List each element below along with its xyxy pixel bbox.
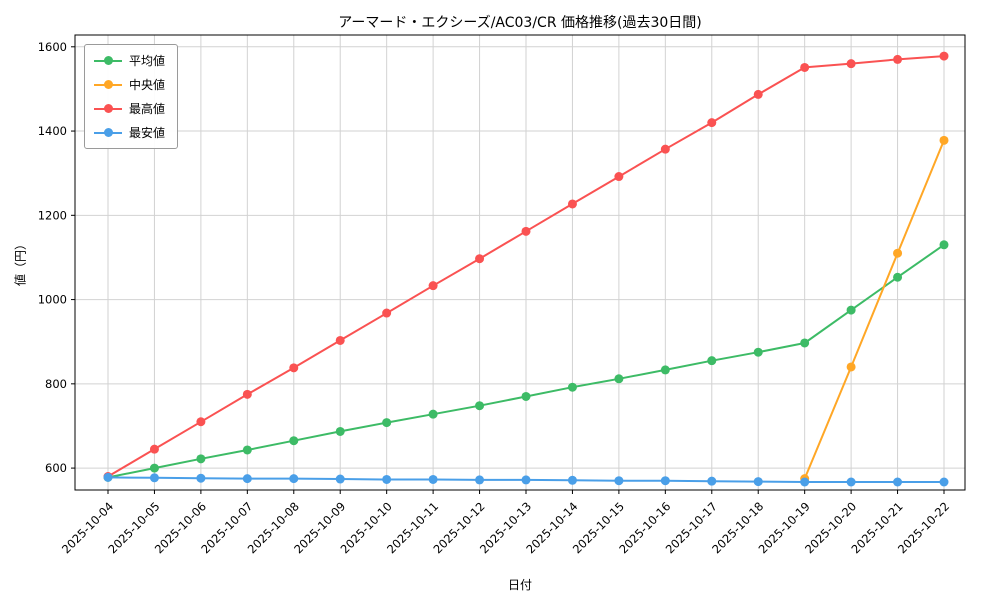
average-series-marker-icon bbox=[94, 56, 122, 65]
data-point-marker bbox=[939, 240, 949, 250]
data-point-marker bbox=[893, 477, 903, 487]
data-point-marker bbox=[196, 473, 206, 483]
data-point-marker bbox=[521, 391, 531, 401]
data-point-marker bbox=[242, 474, 252, 484]
data-point-marker bbox=[753, 89, 763, 99]
median-series-marker-icon bbox=[94, 80, 122, 89]
data-point-marker bbox=[475, 475, 485, 485]
legend-item-max: 最高値 bbox=[94, 100, 165, 117]
data-point-marker bbox=[149, 444, 159, 454]
data-point-marker bbox=[660, 365, 670, 375]
data-point-marker bbox=[939, 51, 949, 61]
data-point-marker bbox=[800, 338, 810, 348]
data-point-marker bbox=[939, 477, 949, 487]
y-tick-label: 1000 bbox=[38, 293, 67, 307]
data-point-marker bbox=[800, 477, 810, 487]
legend-label-average: 平均値 bbox=[129, 54, 166, 68]
y-tick-label: 1600 bbox=[38, 40, 67, 54]
data-point-marker bbox=[289, 436, 299, 446]
data-point-marker bbox=[242, 445, 252, 455]
y-tick-label: 800 bbox=[45, 377, 67, 391]
data-point-marker bbox=[196, 454, 206, 464]
data-point-marker bbox=[893, 248, 903, 258]
series-line bbox=[803, 139, 945, 479]
y-tick-label: 1400 bbox=[38, 124, 67, 138]
data-point-marker bbox=[614, 476, 624, 486]
data-point-marker bbox=[753, 477, 763, 487]
data-point-marker bbox=[567, 475, 577, 485]
data-point-marker bbox=[707, 118, 717, 128]
data-point-marker bbox=[521, 226, 531, 236]
data-point-marker bbox=[614, 172, 624, 182]
legend-item-median: 中央値 bbox=[94, 76, 165, 93]
data-point-marker bbox=[382, 308, 392, 318]
legend-item-average: 平均値 bbox=[94, 52, 165, 69]
data-point-marker bbox=[475, 254, 485, 264]
data-point-marker bbox=[428, 409, 438, 419]
data-point-marker bbox=[103, 472, 113, 482]
data-point-marker bbox=[196, 417, 206, 427]
data-point-marker bbox=[846, 305, 856, 315]
data-point-marker bbox=[335, 426, 345, 436]
min-series-marker-icon bbox=[94, 128, 122, 137]
data-point-marker bbox=[428, 281, 438, 291]
data-point-marker bbox=[614, 374, 624, 384]
data-point-marker bbox=[567, 199, 577, 209]
data-point-marker bbox=[475, 401, 485, 411]
data-point-marker bbox=[893, 54, 903, 64]
data-point-marker bbox=[149, 463, 159, 473]
data-point-marker bbox=[382, 474, 392, 484]
data-point-marker bbox=[707, 356, 717, 366]
data-point-marker bbox=[800, 62, 810, 72]
data-point-marker bbox=[660, 476, 670, 486]
data-point-marker bbox=[846, 362, 856, 372]
y-tick-label: 1200 bbox=[38, 208, 67, 222]
data-point-marker bbox=[428, 474, 438, 484]
chart-title: アーマード・エクシーズ/AC03/CR 価格推移(過去30日間) bbox=[338, 15, 702, 31]
data-point-marker bbox=[335, 335, 345, 345]
data-point-marker bbox=[660, 144, 670, 154]
y-tick-label: 600 bbox=[45, 461, 67, 475]
x-axis-label: 日付 bbox=[507, 578, 532, 592]
data-point-marker bbox=[567, 382, 577, 392]
legend: 平均値 中央値 最高値 最安値 bbox=[84, 44, 179, 149]
legend-label-median: 中央値 bbox=[129, 78, 166, 92]
data-point-marker bbox=[382, 418, 392, 428]
data-point-marker bbox=[753, 347, 763, 357]
data-point-marker bbox=[335, 474, 345, 484]
data-point-marker bbox=[939, 135, 949, 145]
data-point-marker bbox=[289, 474, 299, 484]
max-series-marker-icon bbox=[94, 104, 122, 113]
y-axis-label: 値（円） bbox=[13, 237, 28, 287]
plot-border bbox=[74, 34, 966, 491]
data-point-marker bbox=[521, 475, 531, 485]
data-point-marker bbox=[893, 272, 903, 282]
legend-item-min: 最安値 bbox=[94, 124, 165, 141]
data-point-marker bbox=[846, 477, 856, 487]
data-point-marker bbox=[289, 363, 299, 373]
data-point-marker bbox=[242, 389, 252, 399]
data-point-marker bbox=[846, 59, 856, 69]
data-point-marker bbox=[707, 476, 717, 486]
legend-label-max: 最高値 bbox=[129, 102, 166, 116]
legend-label-min: 最安値 bbox=[129, 126, 166, 140]
data-point-marker bbox=[149, 473, 159, 483]
